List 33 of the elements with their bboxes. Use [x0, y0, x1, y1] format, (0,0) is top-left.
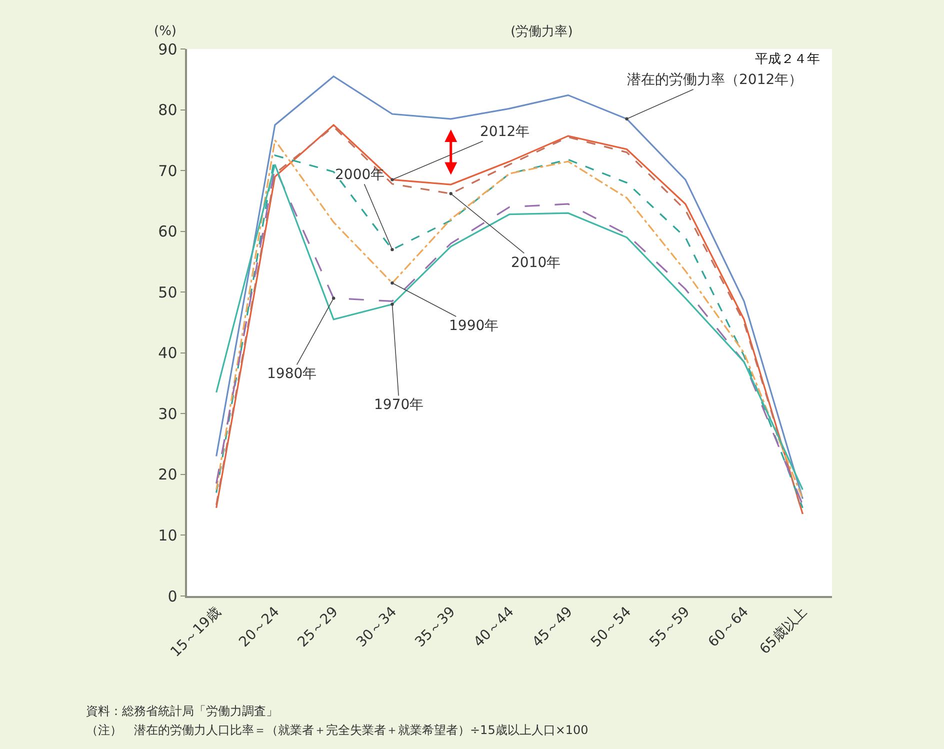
- x-tick-label: 55～59: [646, 604, 694, 650]
- annotation: 潜在的労働力率（2012年）: [627, 72, 803, 88]
- annotation: 1980年: [267, 366, 317, 382]
- x-tick-label: 50～54: [588, 604, 635, 650]
- y-axis-title: (%): [154, 24, 176, 39]
- x-tick-label: 20～24: [236, 604, 283, 650]
- x-tick-label: 60～64: [705, 604, 752, 650]
- y-tick-label: 90: [158, 40, 178, 58]
- y-tick-label: 20: [158, 466, 178, 484]
- y-tick-label: 10: [158, 526, 178, 544]
- y-tick-label: 0: [168, 587, 178, 606]
- annotation: 1970年: [374, 397, 424, 413]
- text: 資料：総務省統計局「労働力調査」: [86, 704, 278, 718]
- x-tick-label: 15～19歳: [168, 604, 224, 660]
- x-tick-label: 45～49: [530, 604, 576, 650]
- chart-title: (労働力率): [510, 23, 573, 40]
- x-tick-label: 25～29: [294, 604, 342, 650]
- x-tick-label: 35～39: [412, 604, 459, 650]
- y-tick-label: 50: [158, 283, 178, 302]
- y-tick-label: 70: [158, 162, 178, 180]
- x-tick-label: 30～34: [354, 604, 400, 650]
- x-tick-label: 65歳以上: [756, 604, 810, 658]
- annotation: 2000年: [335, 167, 385, 183]
- y-tick-label: 80: [158, 101, 178, 120]
- y-tick-label: 30: [158, 404, 178, 423]
- annotation: 平成２４年: [755, 52, 820, 67]
- x-tick-label: 40～44: [470, 604, 518, 650]
- annotation: 2012年: [480, 124, 530, 140]
- annotation: 1990年: [449, 318, 499, 334]
- y-tick-label: 40: [158, 344, 178, 362]
- annotation: 2010年: [511, 255, 561, 271]
- y-tick-label: 60: [158, 222, 178, 241]
- text: （注） 潜在的労働力人口比率＝（就業者＋完全失業者＋就業希望者）÷15歳以上人口×100: [86, 723, 588, 737]
